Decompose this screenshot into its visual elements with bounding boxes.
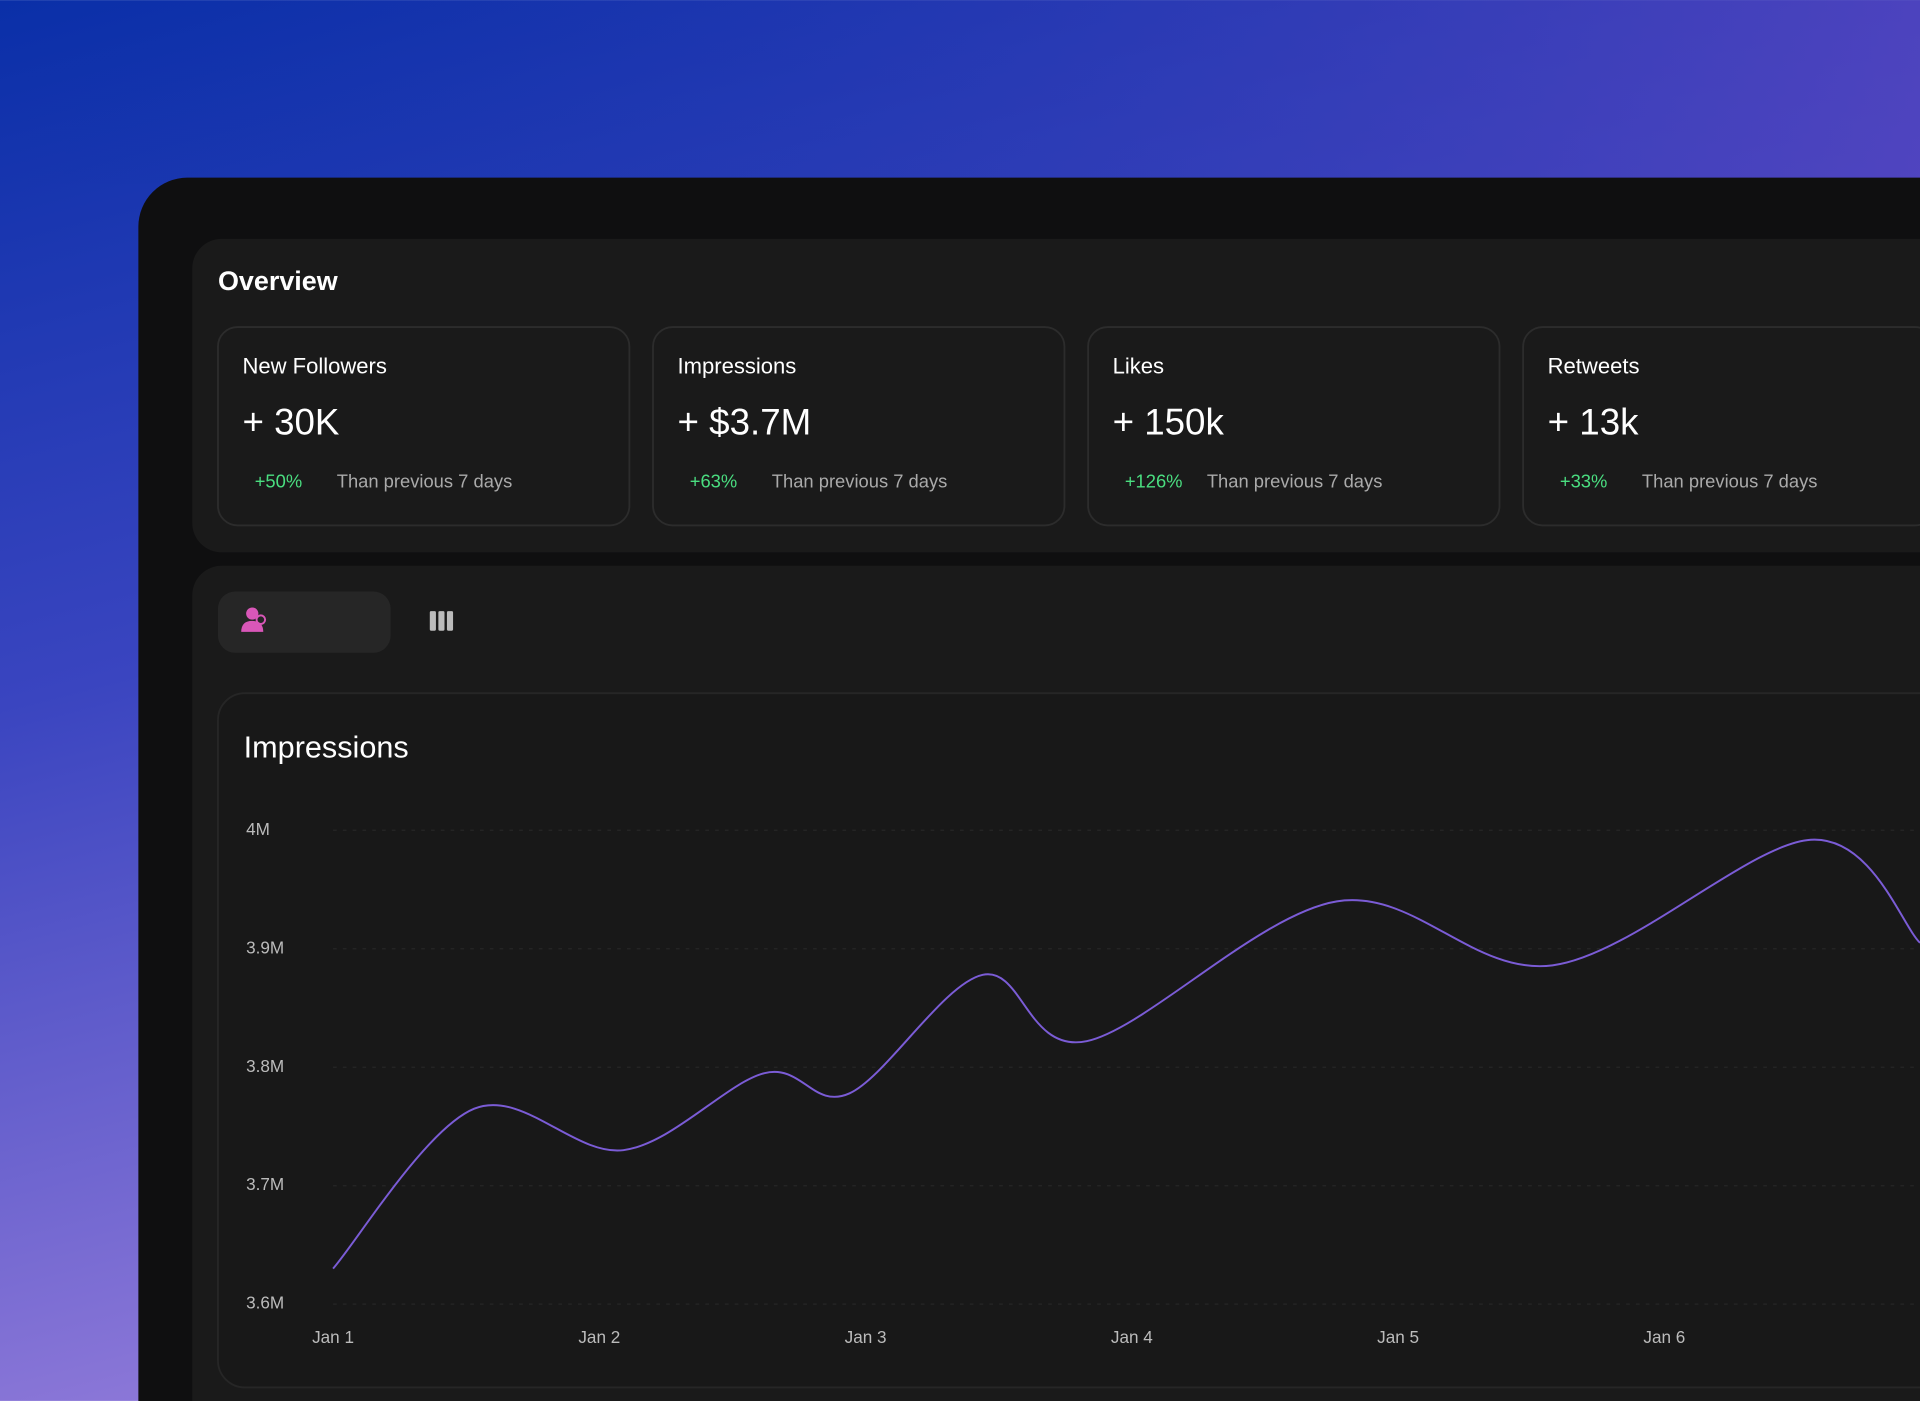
card-change: +63% (690, 470, 737, 491)
y-tick-label: 3.7M (246, 1174, 284, 1194)
impressions-line (332, 838, 1920, 1270)
card-value: + 150k (1113, 402, 1225, 443)
plot: 3.6M 3.7M 3.8M 3.9M 4M Jan 1 Jan 2 Jan 3 Jan 4 Ja… (246, 819, 1920, 1347)
card-change: +126% (1125, 470, 1183, 491)
columns-icon[interactable] (429, 611, 454, 631)
stat-card (1087, 326, 1501, 527)
stat-card (652, 326, 1066, 527)
y-tick-label: 3.9M (246, 937, 284, 957)
card-value: + $3.7M (678, 402, 812, 443)
x-tick-label: Jan 5 (1377, 1327, 1419, 1347)
y-tick-label: 4M (246, 819, 270, 839)
cards: New Followers + 30K +50% Than previous 7 da… (217, 326, 1920, 527)
chart-title: Impressions (244, 731, 409, 765)
card-label: New Followers (242, 353, 386, 378)
chart-card (217, 692, 1920, 1389)
card-label: Likes (1113, 353, 1164, 378)
card-label: Impressions (678, 353, 797, 378)
card-note: Than previous 7 days (1642, 470, 1818, 491)
card-note: Than previous 7 days (772, 470, 948, 491)
stat-card (217, 326, 631, 527)
card-note: Than previous 7 days (1207, 470, 1383, 491)
card-change: +33% (1560, 470, 1607, 491)
people-icon (241, 607, 267, 632)
y-tick-label: 3.6M (246, 1293, 284, 1313)
stat-card (1522, 326, 1920, 527)
x-tick-label: Jan 6 (1643, 1327, 1685, 1347)
x-tick-label: Jan 1 (312, 1327, 354, 1347)
card-value: + 30K (242, 402, 339, 443)
y-tick-label: 3.8M (246, 1056, 284, 1076)
card-change: +50% (255, 470, 302, 491)
card-value: + 13k (1548, 402, 1639, 443)
overview-title: Overview (218, 266, 338, 296)
card-label: Retweets (1548, 353, 1640, 378)
tab-audience[interactable] (217, 591, 391, 653)
card-note: Than previous 7 days (337, 470, 513, 491)
x-tick-label: Jan 2 (578, 1327, 620, 1347)
x-tick-label: Jan 4 (1111, 1327, 1153, 1347)
background-glow (0, 0, 1920, 184)
x-tick-label: Jan 3 (845, 1327, 887, 1347)
